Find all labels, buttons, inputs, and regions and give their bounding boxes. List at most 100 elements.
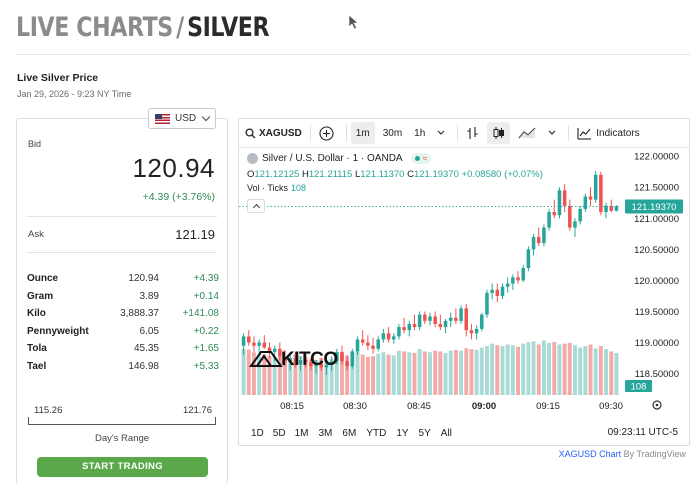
candle-body bbox=[366, 342, 370, 346]
toolbar-separator bbox=[309, 125, 311, 141]
unit-name: Tola bbox=[27, 343, 47, 355]
silver-symbol-icon bbox=[247, 153, 258, 164]
candle-body bbox=[272, 348, 277, 352]
y-tick-label: 121.00000 bbox=[634, 214, 679, 225]
candle-body bbox=[247, 336, 251, 343]
unit-change: +4.39 bbox=[193, 273, 219, 285]
volume-bar bbox=[288, 358, 293, 395]
volume-bar bbox=[453, 349, 458, 395]
range-3m[interactable]: 3M bbox=[318, 427, 333, 439]
xagusd-chart-link[interactable]: XAGUSD Chart bbox=[558, 449, 622, 459]
unit-row-tola: Tola 45.35 +1.65 bbox=[27, 340, 219, 358]
candle-body bbox=[573, 221, 577, 228]
volume-bar bbox=[552, 342, 557, 395]
start-trading-button[interactable]: START TRADING bbox=[37, 457, 208, 477]
currency-value: USD bbox=[175, 113, 197, 124]
bar-chart-style-icon bbox=[467, 127, 478, 139]
candle-body bbox=[500, 286, 505, 296]
area-style-button[interactable] bbox=[514, 122, 540, 144]
volume-bar bbox=[246, 349, 251, 395]
volume-bar bbox=[438, 351, 443, 395]
volume-bar bbox=[490, 343, 495, 395]
volume-bar bbox=[578, 347, 583, 395]
candlestick-chart[interactable]: 122.00000 121.50000 121.00000 120.50000 120.… bbox=[239, 148, 690, 418]
range-6m[interactable]: 6M bbox=[342, 427, 357, 439]
candle-body bbox=[329, 361, 334, 365]
volume-bar bbox=[516, 346, 520, 395]
candle-body bbox=[511, 277, 515, 284]
candle-body bbox=[604, 205, 608, 213]
y-tick-label: 120.00000 bbox=[634, 276, 679, 287]
unit-price: 3.89 bbox=[139, 290, 159, 302]
candle-body bbox=[376, 339, 380, 349]
collapse-legend-button[interactable] bbox=[247, 199, 265, 213]
chevron-down-icon bbox=[548, 130, 556, 135]
candles-style-button[interactable] bbox=[487, 122, 511, 144]
y-tick-label: 118.50000 bbox=[635, 369, 679, 380]
y-tick-label: 119.50000 bbox=[635, 307, 679, 318]
interval-30m[interactable]: 30m bbox=[382, 127, 403, 139]
candle-body bbox=[562, 190, 567, 206]
volume-bar bbox=[433, 350, 438, 395]
compare-symbol-button[interactable] bbox=[315, 122, 338, 144]
chart-type-dropdown[interactable] bbox=[544, 122, 560, 144]
section-subtitle: Live Silver Price bbox=[17, 72, 99, 84]
toolbar-separator bbox=[568, 125, 570, 141]
range-1d[interactable]: 1D bbox=[251, 427, 264, 439]
volume-bar bbox=[422, 351, 427, 395]
candle-body bbox=[252, 342, 256, 346]
volume-bar bbox=[407, 352, 412, 395]
candle-body bbox=[516, 277, 520, 281]
candle-body bbox=[485, 292, 489, 315]
bars-style-button[interactable] bbox=[462, 122, 483, 144]
candle-body bbox=[578, 208, 582, 222]
interval-1m[interactable]: 1m bbox=[350, 122, 375, 144]
tradingview-chart[interactable]: XAGUSD 1m 30m 1h Indicators 122. bbox=[238, 118, 690, 446]
candle-body bbox=[490, 289, 494, 293]
volume-bar bbox=[355, 351, 360, 395]
indicators-button[interactable]: Indicators bbox=[573, 122, 643, 144]
area-chart-icon bbox=[518, 127, 536, 139]
candle-body bbox=[257, 342, 261, 346]
range-1y[interactable]: 1Y bbox=[396, 427, 409, 439]
range-5y[interactable]: 5Y bbox=[418, 427, 431, 439]
candle-body bbox=[531, 236, 536, 250]
volume-bar bbox=[567, 342, 572, 395]
volume-bar bbox=[593, 348, 598, 395]
range-1m[interactable]: 1M bbox=[294, 427, 309, 439]
candle-body bbox=[360, 339, 365, 343]
ask-price: 121.19 bbox=[175, 227, 215, 242]
candle-body bbox=[309, 362, 313, 367]
page-title: LIVE CHARTS / SILVER bbox=[16, 12, 270, 43]
candle-body bbox=[480, 314, 484, 329]
symbol-search[interactable]: XAGUSD bbox=[245, 122, 302, 144]
range-ytd[interactable]: YTD bbox=[366, 427, 387, 439]
volume-bar bbox=[402, 351, 407, 395]
volume-bar bbox=[469, 349, 474, 395]
volume-bar bbox=[604, 349, 609, 395]
volume-bar bbox=[319, 358, 324, 395]
candle-body bbox=[391, 336, 396, 340]
range-5d[interactable]: 5D bbox=[272, 427, 286, 439]
volume-bar bbox=[262, 354, 267, 395]
candle-body bbox=[459, 308, 463, 321]
interval-dropdown[interactable] bbox=[433, 122, 449, 144]
unit-name: Gram bbox=[27, 290, 54, 302]
chevron-down-icon bbox=[201, 112, 211, 122]
volume-bar bbox=[474, 349, 479, 395]
market-status-badge: ≈ bbox=[410, 153, 431, 164]
unit-change: +141.08 bbox=[182, 308, 219, 320]
interval-1h[interactable]: 1h bbox=[414, 127, 426, 139]
range-all[interactable]: All bbox=[440, 427, 452, 439]
candle-body bbox=[547, 212, 551, 228]
x-tick-label: 09:00 bbox=[472, 401, 496, 412]
candle-body bbox=[314, 363, 318, 367]
volume-bar bbox=[521, 343, 526, 395]
indicators-label: Indicators bbox=[596, 127, 640, 139]
candle-body bbox=[340, 351, 344, 362]
bid-change: +4.39 (+3.76%) bbox=[142, 191, 215, 203]
tradingview-attribution: XAGUSD Chart By TradingView bbox=[558, 449, 686, 459]
volume-bar bbox=[241, 349, 246, 395]
currency-select[interactable]: USD bbox=[148, 108, 216, 129]
volume-bar bbox=[500, 346, 505, 395]
